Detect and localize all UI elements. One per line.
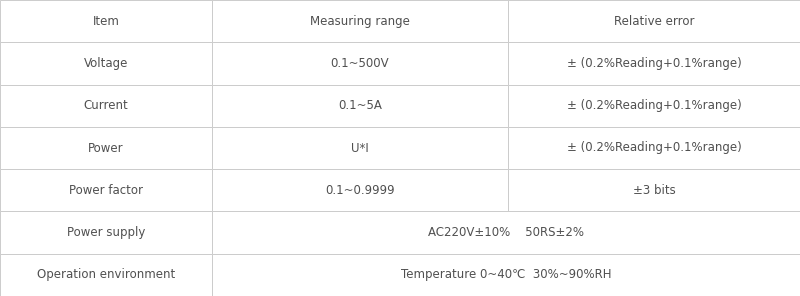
- Bar: [0, 0, 212, 42]
- Text: Power supply: Power supply: [67, 226, 145, 239]
- Bar: [212, 169, 508, 211]
- Bar: [0, 211, 212, 254]
- Bar: [508, 42, 800, 85]
- Bar: [212, 127, 508, 169]
- Text: ± (0.2%Reading+0.1%range): ± (0.2%Reading+0.1%range): [566, 99, 742, 112]
- Bar: [212, 42, 508, 85]
- Text: Item: Item: [93, 15, 119, 28]
- Text: Power: Power: [88, 141, 124, 155]
- Text: 0.1~500V: 0.1~500V: [330, 57, 390, 70]
- Text: ± (0.2%Reading+0.1%range): ± (0.2%Reading+0.1%range): [566, 57, 742, 70]
- Text: ± (0.2%Reading+0.1%range): ± (0.2%Reading+0.1%range): [566, 141, 742, 155]
- Bar: [212, 0, 508, 42]
- Text: Operation environment: Operation environment: [37, 268, 175, 281]
- Bar: [0, 169, 212, 211]
- Bar: [508, 127, 800, 169]
- Text: 0.1~5A: 0.1~5A: [338, 99, 382, 112]
- Bar: [508, 169, 800, 211]
- Text: Temperature 0~40℃  30%~90%RH: Temperature 0~40℃ 30%~90%RH: [401, 268, 611, 281]
- Text: ±3 bits: ±3 bits: [633, 184, 675, 197]
- Text: U*I: U*I: [351, 141, 369, 155]
- Text: 0.1~0.9999: 0.1~0.9999: [325, 184, 395, 197]
- Text: AC220V±10%    50RS±2%: AC220V±10% 50RS±2%: [428, 226, 584, 239]
- Bar: [0, 254, 212, 296]
- Text: Power factor: Power factor: [69, 184, 143, 197]
- Bar: [0, 127, 212, 169]
- Bar: [0, 42, 212, 85]
- Bar: [508, 85, 800, 127]
- Text: Voltage: Voltage: [84, 57, 128, 70]
- Text: Measuring range: Measuring range: [310, 15, 410, 28]
- Text: Relative error: Relative error: [614, 15, 694, 28]
- Bar: [508, 0, 800, 42]
- Text: Current: Current: [84, 99, 128, 112]
- Bar: [212, 85, 508, 127]
- Bar: [212, 211, 800, 254]
- Bar: [212, 254, 800, 296]
- Bar: [0, 85, 212, 127]
